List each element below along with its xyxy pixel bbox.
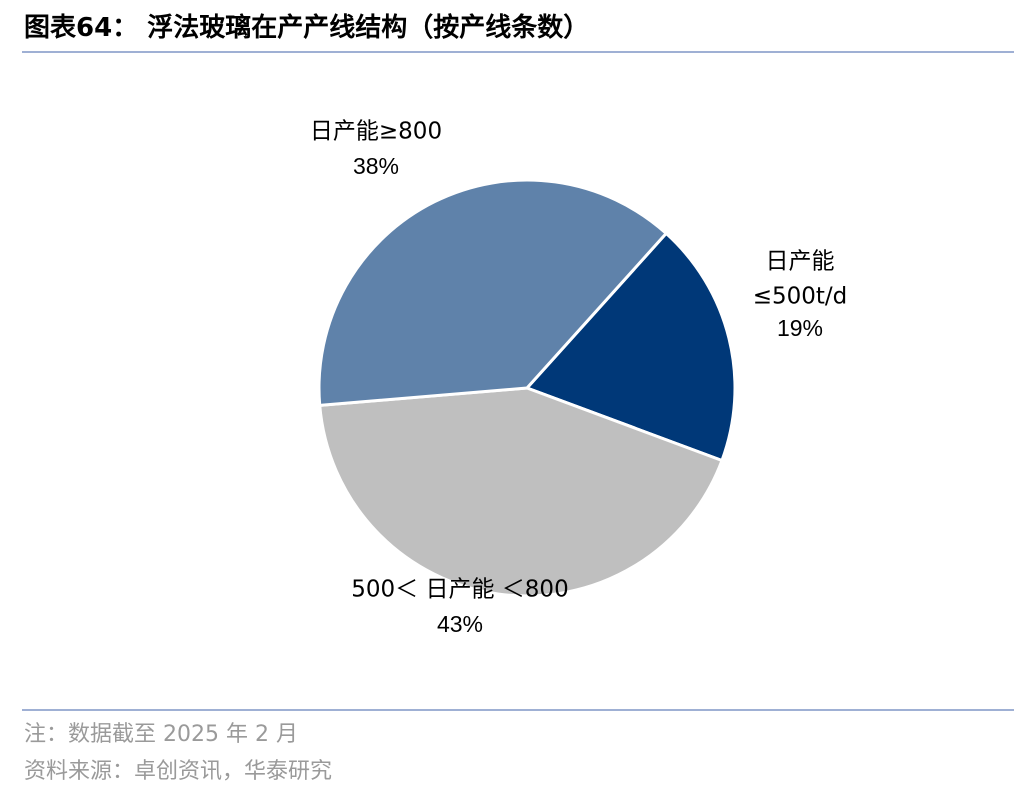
slice-label-1-line-0: 500＜ 日产能 ＜800 bbox=[351, 577, 568, 603]
slice-label-0-line-1: ≤500t/d bbox=[753, 284, 848, 310]
figure-title: 图表64： 浮法玻璃在产产线结构（按产线条数） bbox=[24, 13, 590, 43]
slice-percent-1: 43% bbox=[437, 611, 483, 637]
pie-slice-0 bbox=[525, 231, 737, 462]
slice-percent-0: 19% bbox=[777, 315, 823, 341]
slice-label-0-line-0: 日产能 bbox=[766, 249, 835, 275]
pie-slices bbox=[317, 178, 737, 598]
pie-labels: 日产能 ≤500t/d 19% 500＜ 日产能 ＜800 43% 日产能≥800 38% bbox=[310, 119, 847, 638]
bottom-divider bbox=[22, 709, 1014, 711]
slice-label-2-line-0: 日产能≥800 bbox=[310, 119, 442, 145]
slice-percent-2: 38% bbox=[353, 153, 399, 179]
top-divider bbox=[22, 51, 1014, 53]
source-note: 资料来源：卓创资讯，华泰研究 bbox=[24, 759, 333, 784]
pie-slice-1 bbox=[318, 386, 724, 598]
pie-slice-2 bbox=[317, 178, 668, 407]
footnote: 注：数据截至 2025 年 2 月 bbox=[24, 722, 298, 747]
